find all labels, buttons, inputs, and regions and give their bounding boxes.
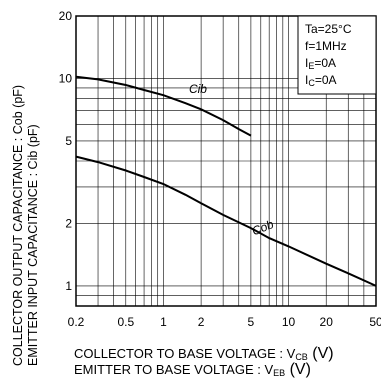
- curve-labels: Cib Cob: [189, 82, 276, 238]
- x-axis-label-line: EMITTER TO BASE VOLTAGE : VEB (V): [74, 361, 311, 378]
- y-tick-label: 1: [65, 279, 72, 293]
- y-tick-label: 2: [65, 216, 72, 230]
- x-tick-label: 5: [248, 315, 255, 329]
- x-axis-label: COLLECTOR TO BASE VOLTAGE : VCB (V)EMITT…: [74, 345, 334, 378]
- conditions-frame: [297, 15, 377, 95]
- curve-label-cob: Cob: [250, 217, 276, 238]
- y-tick-labels: 1 2 5 10 20: [59, 9, 73, 293]
- curve-cob: [75, 155, 377, 287]
- curve-cib: [75, 75, 252, 137]
- condition-text: Ta=25°C: [305, 22, 352, 36]
- y-tick-label: 5: [65, 134, 72, 148]
- x-tick-label: 0.5: [117, 315, 134, 329]
- curve-label-cib: Cib: [189, 82, 207, 96]
- y-axis-label-line: EMITTER INPUT CAPACITANCE : Cib (pF): [26, 124, 40, 366]
- plot-frame: [75, 15, 377, 307]
- x-tick-label: 1: [160, 315, 167, 329]
- y-axis-label-line: COLLECTOR OUTPUT CAPACITANCE : Cob (pF): [11, 85, 25, 366]
- y-tick-label: 20: [59, 9, 73, 23]
- x-tick-label: 50: [369, 315, 381, 329]
- x-tick-label: 20: [320, 315, 334, 329]
- condition-text: f=1MHz: [305, 39, 347, 53]
- x-tick-label: 10: [282, 315, 296, 329]
- grid: [76, 16, 376, 306]
- condition-text: IE=0A: [305, 56, 336, 71]
- x-tick-label: 0.2: [68, 315, 85, 329]
- y-axis-label: COLLECTOR OUTPUT CAPACITANCE : Cob (pF)E…: [11, 85, 40, 366]
- curves: [75, 75, 377, 287]
- x-axis-label-line: COLLECTOR TO BASE VOLTAGE : VCB (V): [74, 345, 334, 362]
- x-tick-labels: 0.2 0.5 1 2 5 10 20 50: [68, 315, 381, 329]
- condition-text: IC=0A: [305, 73, 337, 88]
- x-tick-label: 2: [198, 315, 205, 329]
- conditions-box: Ta=25°C f=1MHz IE=0A IC=0A: [297, 15, 377, 95]
- y-tick-label: 10: [59, 71, 73, 85]
